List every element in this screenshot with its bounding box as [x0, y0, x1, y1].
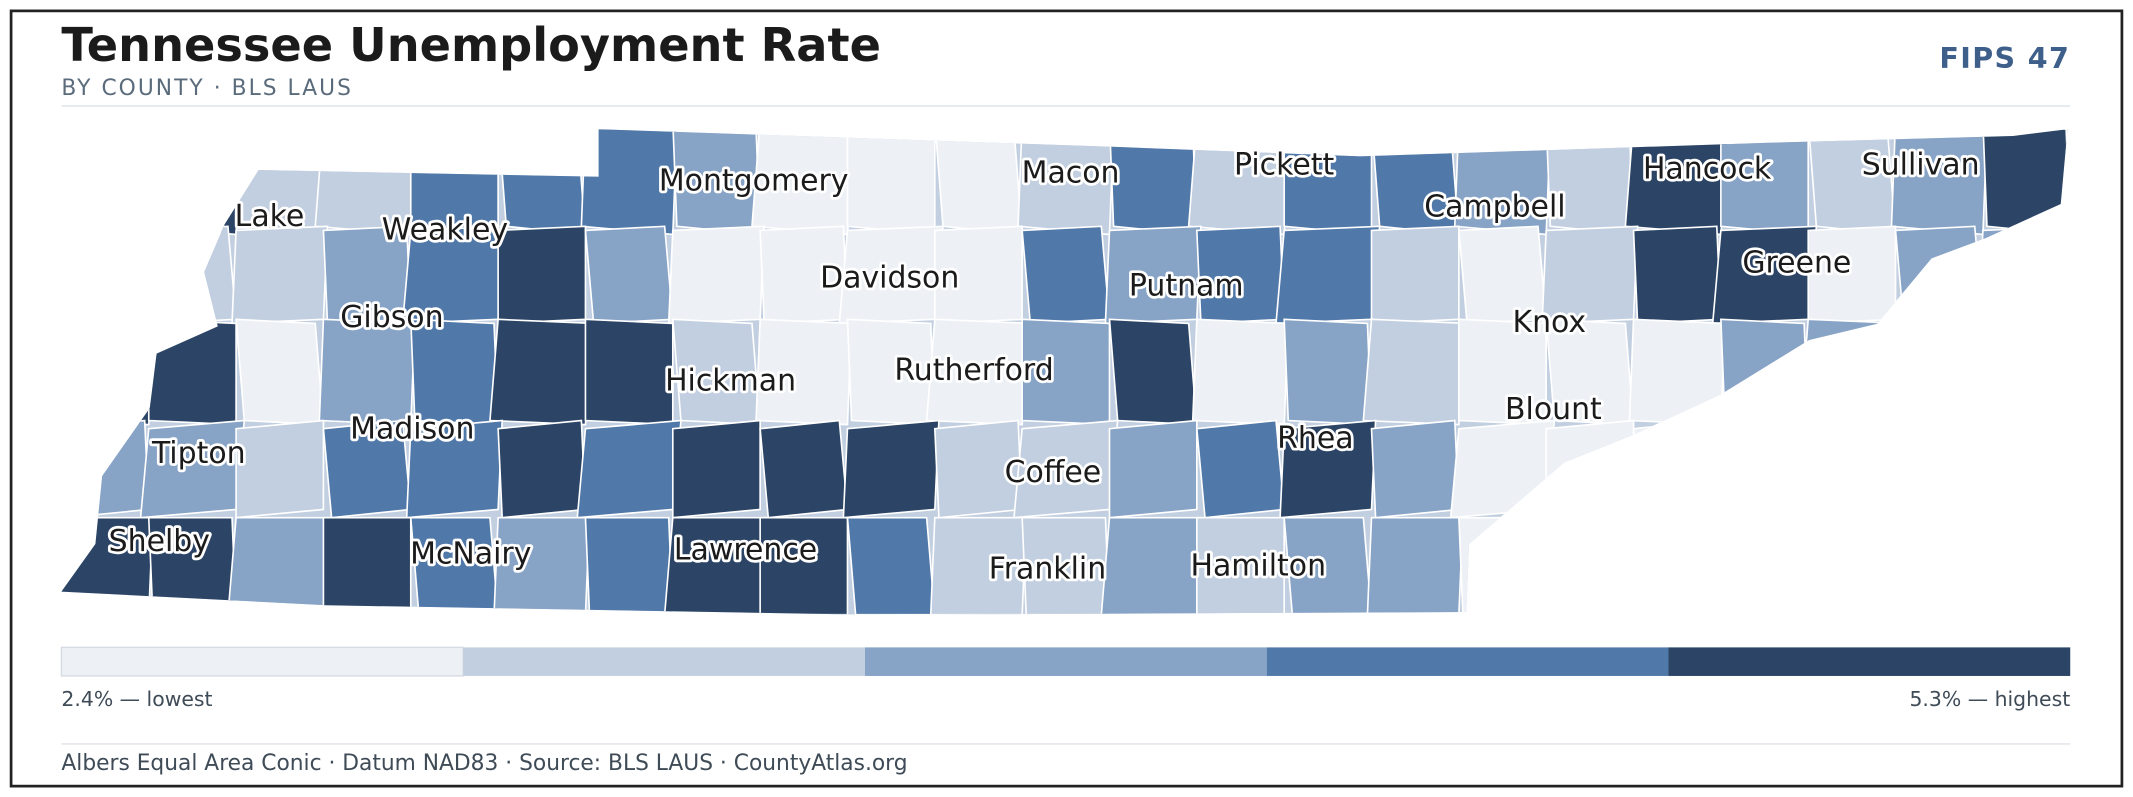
county — [663, 516, 770, 615]
county-label: Greene — [1742, 245, 1851, 280]
county — [409, 318, 499, 426]
county — [1108, 419, 1198, 519]
county — [1283, 318, 1373, 426]
county — [235, 318, 325, 426]
county-label: Coffee — [1005, 455, 1102, 490]
county — [1370, 419, 1460, 519]
county-label: Rutherford — [894, 353, 1053, 388]
county — [1283, 516, 1373, 615]
county-label: Putnam — [1129, 268, 1244, 303]
county-label: Weakley — [382, 213, 508, 248]
county — [1191, 318, 1290, 426]
county — [235, 419, 325, 519]
county-label: Blount — [1505, 392, 1602, 427]
county-label: Sullivan — [1862, 147, 1980, 182]
legend-swatch — [60, 646, 464, 677]
county — [584, 516, 674, 615]
county-label: Madison — [350, 411, 474, 446]
county — [409, 516, 499, 615]
county — [929, 516, 1028, 615]
county — [1982, 129, 2068, 236]
county-label: Lake — [235, 199, 305, 234]
county — [322, 516, 412, 615]
county — [667, 225, 766, 325]
county-label: Tipton — [151, 436, 246, 471]
county — [497, 419, 587, 519]
county — [1632, 225, 1722, 325]
footer: Albers Equal Area Conic · Datum NAD83 · … — [61, 751, 907, 776]
county-label: Pickett — [1234, 147, 1335, 182]
county — [842, 419, 940, 519]
county — [493, 516, 591, 615]
legend-max-label: 5.3% — highest — [1909, 687, 2070, 711]
county — [227, 516, 333, 615]
county-label: Knox — [1512, 305, 1586, 340]
county-label: Rhea — [1277, 421, 1353, 456]
legend-swatch — [463, 647, 865, 676]
county-label: Campbell — [1424, 190, 1565, 225]
legend-swatch — [1266, 647, 1669, 676]
county — [1370, 225, 1460, 325]
county — [1275, 225, 1381, 325]
county — [671, 419, 761, 519]
county-label: McNairy — [410, 536, 531, 571]
county-label: Lawrence — [674, 532, 817, 567]
county — [405, 419, 504, 519]
county — [1021, 225, 1111, 325]
county — [1196, 516, 1285, 615]
county — [497, 225, 587, 325]
fips-badge: FIPS 47 — [1939, 41, 2070, 75]
county — [1108, 318, 1198, 426]
title: Tennessee Unemployment Rate — [61, 18, 881, 72]
county — [1100, 516, 1206, 615]
legend-swatch — [1668, 647, 2071, 676]
county — [584, 318, 674, 426]
county — [1279, 419, 1377, 519]
county-label: Franklin — [989, 551, 1106, 586]
legend-swatch — [864, 647, 1267, 676]
county-label: Gibson — [340, 300, 443, 335]
county — [489, 318, 595, 426]
county-label: Davidson — [820, 260, 959, 295]
county-label: Shelby — [109, 524, 210, 559]
county — [1362, 318, 1468, 426]
county — [147, 516, 237, 615]
county-label: Macon — [1022, 156, 1120, 191]
county — [925, 318, 1032, 426]
county — [1366, 516, 1464, 615]
county — [759, 516, 849, 615]
subtitle: BY COUNTY · BLS LAUS — [61, 76, 353, 101]
county — [576, 419, 682, 519]
county — [1195, 419, 1286, 519]
county — [846, 516, 936, 615]
legend-min-label: 2.4% — lowest — [61, 687, 212, 711]
county — [584, 225, 674, 325]
county-label: Hickman — [665, 364, 796, 399]
county — [231, 225, 329, 325]
county — [755, 318, 853, 426]
county-label: Hancock — [1643, 152, 1772, 187]
county-labels: Lake Weakley Gibson Tipton Madison Shelby McNa… — [106, 145, 1982, 589]
county — [759, 419, 849, 519]
legend — [60, 646, 2071, 677]
county — [1021, 516, 1111, 615]
county-label: Hamilton — [1190, 549, 1326, 584]
county-label: Montgomery — [659, 164, 849, 199]
county — [318, 318, 416, 426]
